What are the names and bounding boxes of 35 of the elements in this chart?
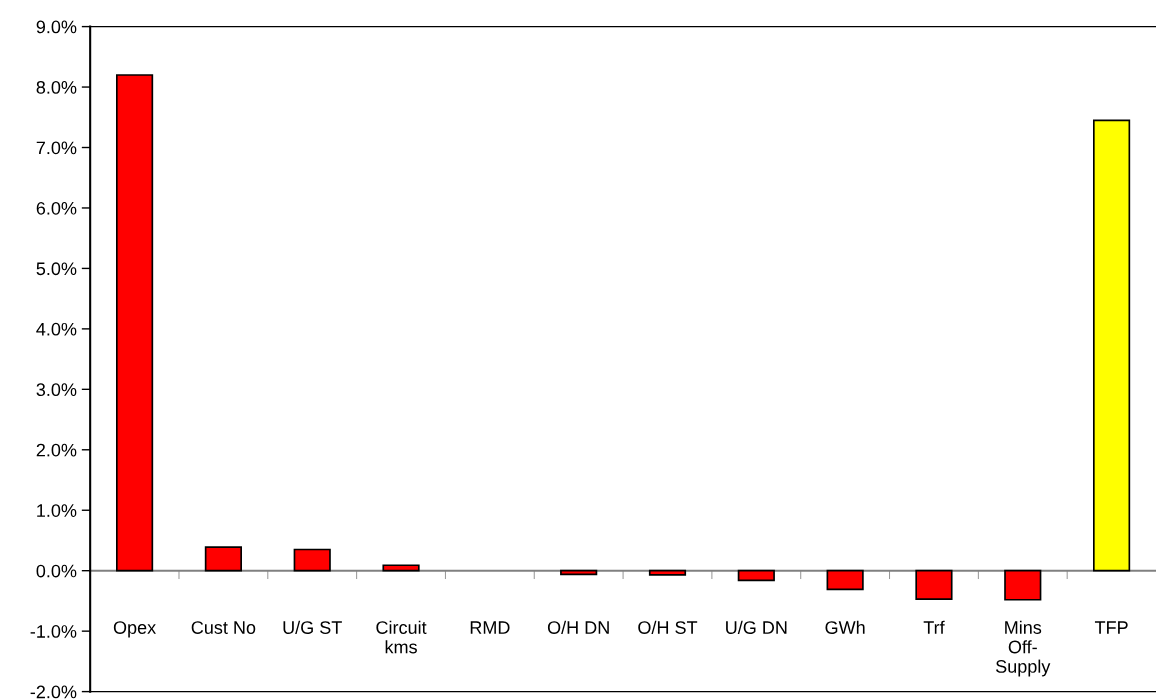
bar [737,569,775,582]
bar [648,569,687,576]
bar [204,546,242,572]
y-tick-label: 1.0% [37,504,77,517]
y-tick-label: 2.0% [36,443,77,457]
bar [293,548,331,572]
y-tick-label: 8.0% [36,80,77,94]
x-tick-label: U/G ST [283,620,342,634]
x-tick-label: Cust No [191,621,256,634]
x-tick-label: Circuit kms [376,620,427,654]
x-tick-label: Opex [113,621,156,638]
bar [826,569,864,591]
y-tick-label: 6.0% [36,201,77,215]
bar [382,564,420,572]
x-tick-label: GWh [825,620,865,634]
bar [915,569,953,600]
y-tick-label: 7.0% [36,141,77,155]
x-tick-label: Trf [923,620,945,634]
x-tick-label: O/H DN [547,620,609,634]
x-tick-label: O/H ST [638,620,698,634]
y-tick-label: -1.0% [30,625,77,638]
bar [1092,119,1131,572]
y-tick-label: 5.0% [36,262,77,276]
y-tick-label: 9.0% [36,20,77,34]
x-tick-label: U/G DN [726,620,787,634]
x-tick-label: Mins Off- Supply [995,620,1051,677]
bar [560,569,598,576]
y-tick-label: -2.0% [30,685,77,699]
bar [115,74,154,572]
y-tick-label: 4.0% [36,322,77,336]
x-tick-label: RMD [470,621,510,634]
x-tick-label: TFP [1094,621,1128,634]
bar [1004,569,1042,601]
y-tick-label: 3.0% [36,383,77,397]
y-tick-label: 0.0% [36,564,77,578]
